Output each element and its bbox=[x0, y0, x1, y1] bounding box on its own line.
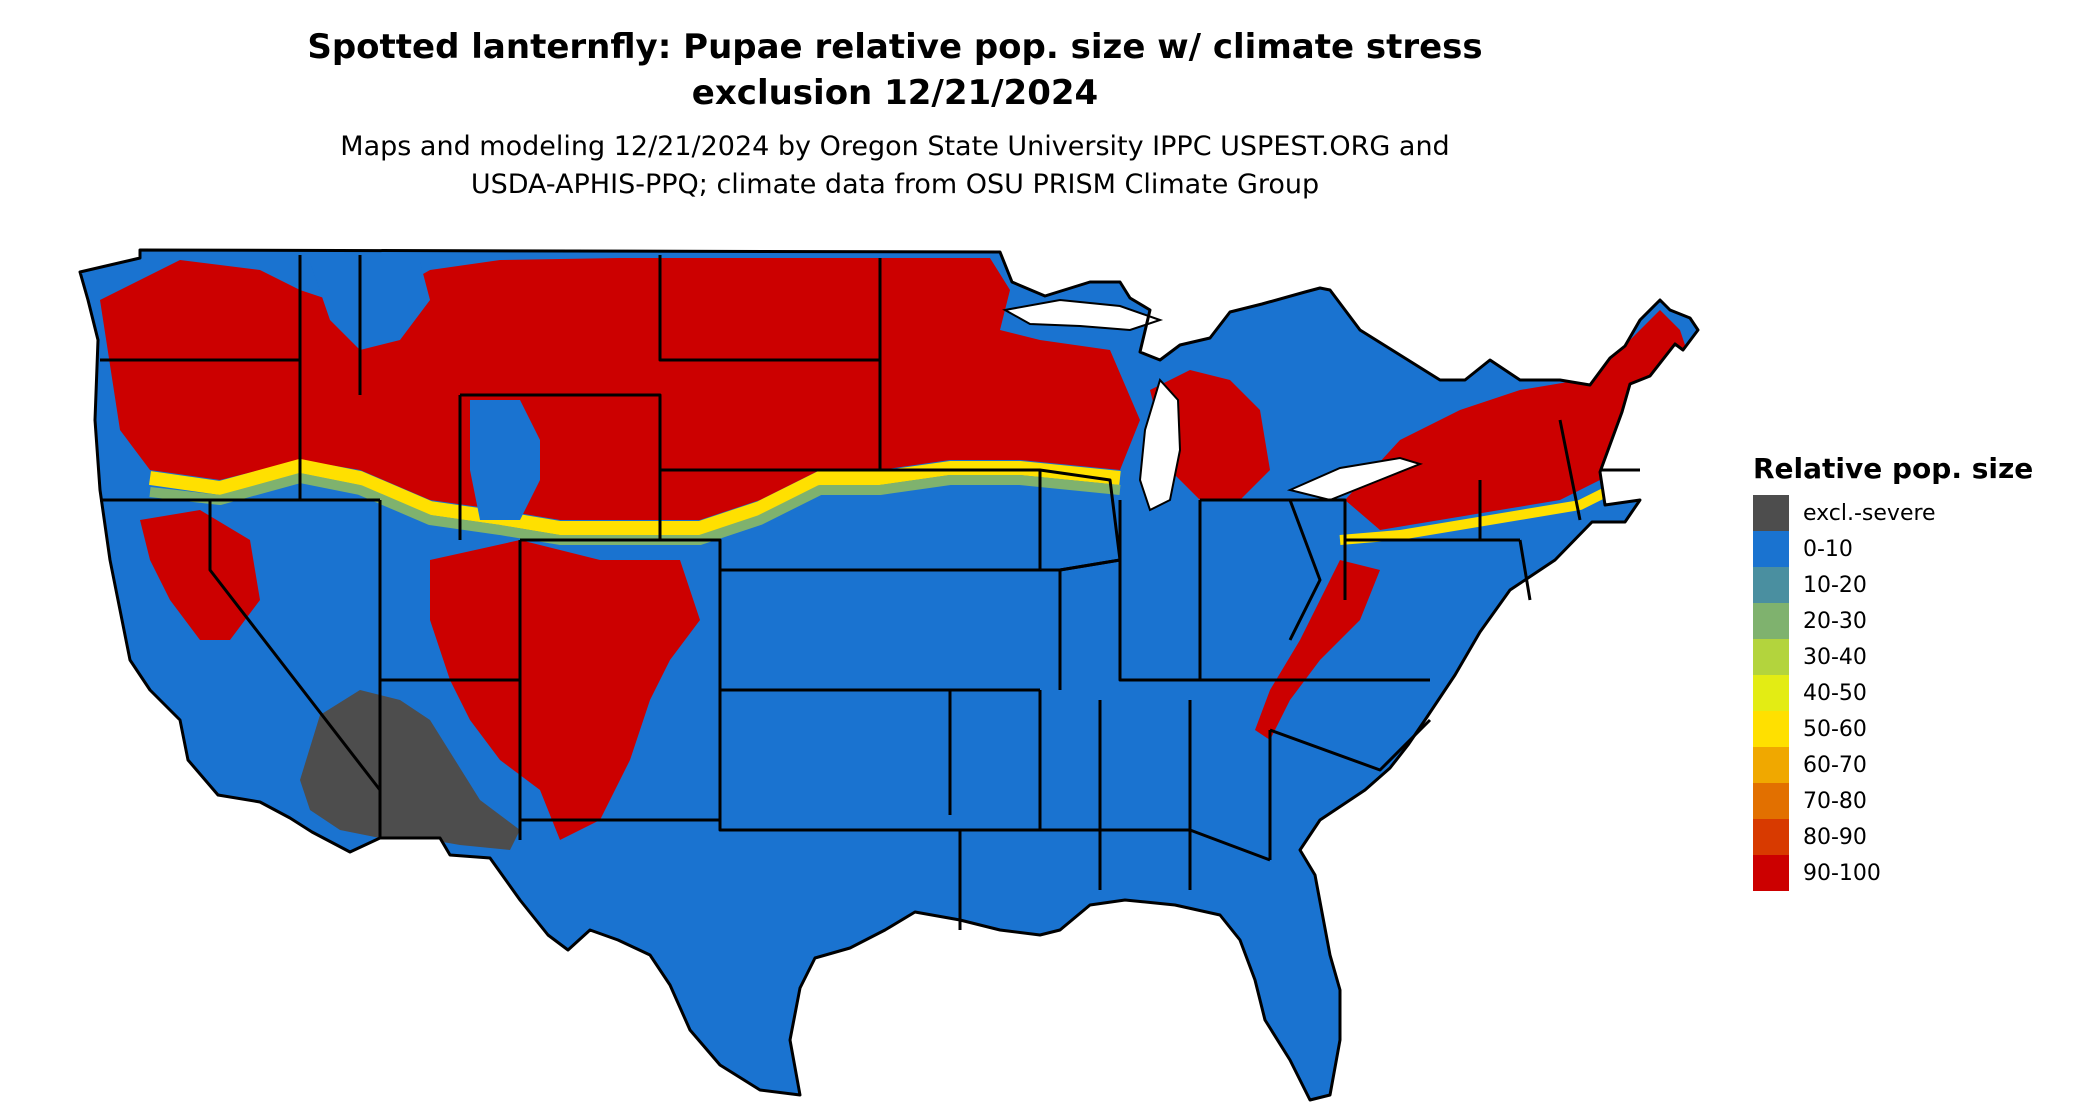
high-region-sierra bbox=[140, 510, 260, 640]
lake-michigan bbox=[1138, 378, 1182, 512]
legend-item: 90-100 bbox=[1753, 855, 2033, 891]
legend-item: 0-10 bbox=[1753, 531, 2033, 567]
excluded-region-southwest bbox=[300, 690, 520, 850]
state-borders bbox=[78, 248, 1700, 1102]
legend-swatch bbox=[1753, 855, 1789, 891]
legend-swatch bbox=[1753, 747, 1789, 783]
legend-swatch bbox=[1753, 639, 1789, 675]
low-patch-wyoming bbox=[470, 400, 540, 520]
legend-item: excl.-severe bbox=[1753, 495, 2033, 531]
mid-band-northeast bbox=[1339, 485, 1613, 545]
subtitle-line-2: USDA-APHIS-PPQ; climate data from OSU PR… bbox=[470, 169, 1320, 200]
legend-title: Relative pop. size bbox=[1753, 452, 2034, 485]
legend-label: 20-30 bbox=[1803, 608, 1867, 634]
low-patch-idaho bbox=[310, 262, 430, 350]
legend-label: 30-40 bbox=[1803, 644, 1867, 670]
legend-label: 70-80 bbox=[1803, 788, 1867, 814]
legend-swatch bbox=[1753, 783, 1789, 819]
border-lines-west bbox=[100, 255, 882, 840]
border-lines-east bbox=[1038, 419, 1640, 890]
map-subtitle: Maps and modeling 12/21/2024 by Oregon S… bbox=[0, 128, 1790, 204]
title-line-2: exclusion 12/21/2024 bbox=[691, 73, 1099, 113]
legend-swatch bbox=[1753, 711, 1789, 747]
legend-swatch bbox=[1753, 495, 1789, 531]
legend: Relative pop. size excl.-severe 0-10 10-20… bbox=[1753, 452, 2033, 891]
legend-rows: excl.-severe 0-10 10-20 20-30 30-40 40-50 50-6… bbox=[1753, 495, 2033, 891]
legend-item: 70-80 bbox=[1753, 783, 2033, 819]
legend-item: 20-30 bbox=[1753, 603, 2033, 639]
legend-item: 30-40 bbox=[1753, 639, 2033, 675]
high-region-michigan bbox=[1150, 370, 1270, 500]
legend-label: excl.-severe bbox=[1803, 500, 1936, 526]
legend-swatch bbox=[1753, 819, 1789, 855]
legend-label: 80-90 bbox=[1803, 824, 1867, 850]
legend-label: 0-10 bbox=[1803, 536, 1853, 562]
legend-swatch bbox=[1753, 531, 1789, 567]
legend-item: 60-70 bbox=[1753, 747, 2033, 783]
legend-label: 10-20 bbox=[1803, 572, 1867, 598]
us-map bbox=[78, 248, 1700, 1102]
legend-item: 80-90 bbox=[1753, 819, 2033, 855]
legend-label: 40-50 bbox=[1803, 680, 1867, 706]
legend-label: 50-60 bbox=[1803, 716, 1867, 742]
title-line-1: Spotted lanternfly: Pupae relative pop. … bbox=[307, 27, 1483, 67]
legend-swatch bbox=[1753, 603, 1789, 639]
high-region-southwest bbox=[430, 540, 700, 840]
legend-label: 90-100 bbox=[1803, 860, 1881, 886]
subtitle-line-1: Maps and modeling 12/21/2024 by Oregon S… bbox=[340, 131, 1450, 162]
legend-swatch bbox=[1753, 675, 1789, 711]
legend-label: 60-70 bbox=[1803, 752, 1867, 778]
map-title: Spotted lanternfly: Pupae relative pop. … bbox=[0, 24, 1790, 116]
legend-item: 40-50 bbox=[1753, 675, 2033, 711]
legend-swatch bbox=[1753, 567, 1789, 603]
legend-item: 10-20 bbox=[1753, 567, 2033, 603]
legend-item: 50-60 bbox=[1753, 711, 2033, 747]
high-region-appalachian bbox=[1255, 560, 1380, 740]
